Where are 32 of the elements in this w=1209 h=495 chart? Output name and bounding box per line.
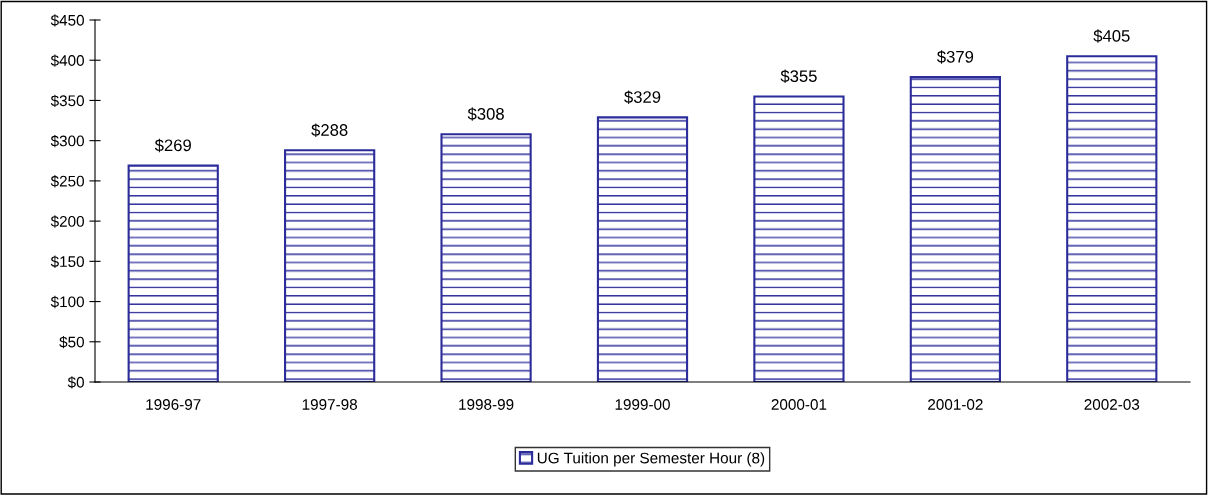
y-tick-label: $150 xyxy=(50,255,84,268)
bar xyxy=(284,149,376,382)
data-label: $379 xyxy=(937,50,974,64)
data-label: $405 xyxy=(1093,29,1130,43)
legend-label: UG Tuition per Semester Hour (8) xyxy=(537,452,765,467)
data-label: $308 xyxy=(467,107,504,121)
y-tick-label: $100 xyxy=(50,295,84,309)
x-tick-label: 2000-01 xyxy=(771,399,827,410)
x-tick-label: 2002-03 xyxy=(1084,399,1140,410)
bar xyxy=(1066,55,1158,382)
x-tick-label: 1997-98 xyxy=(302,399,358,410)
x-tick-label: 1998-99 xyxy=(459,399,514,410)
y-tick-label: $50 xyxy=(59,336,84,349)
data-label: $355 xyxy=(780,69,817,84)
data-label: $329 xyxy=(624,90,661,104)
y-tick-label: $300 xyxy=(50,134,84,148)
x-tick-label: 1999-00 xyxy=(615,399,670,410)
bar xyxy=(440,133,532,382)
x-tick-label: 1996-97 xyxy=(146,399,201,410)
y-tick-label: $200 xyxy=(50,215,84,228)
bar xyxy=(753,95,845,382)
y-tick-label: $450 xyxy=(50,14,84,27)
data-label: $288 xyxy=(311,123,348,137)
y-tick-label: $250 xyxy=(50,175,84,188)
y-tick-label: $350 xyxy=(50,94,84,108)
y-tick-label: $0 xyxy=(67,376,84,389)
bar xyxy=(127,164,219,382)
bar xyxy=(596,116,689,382)
data-label: $269 xyxy=(154,138,191,153)
bar xyxy=(909,76,1001,382)
x-tick-label: 2001-02 xyxy=(928,399,983,410)
y-tick-label: $400 xyxy=(50,54,84,67)
